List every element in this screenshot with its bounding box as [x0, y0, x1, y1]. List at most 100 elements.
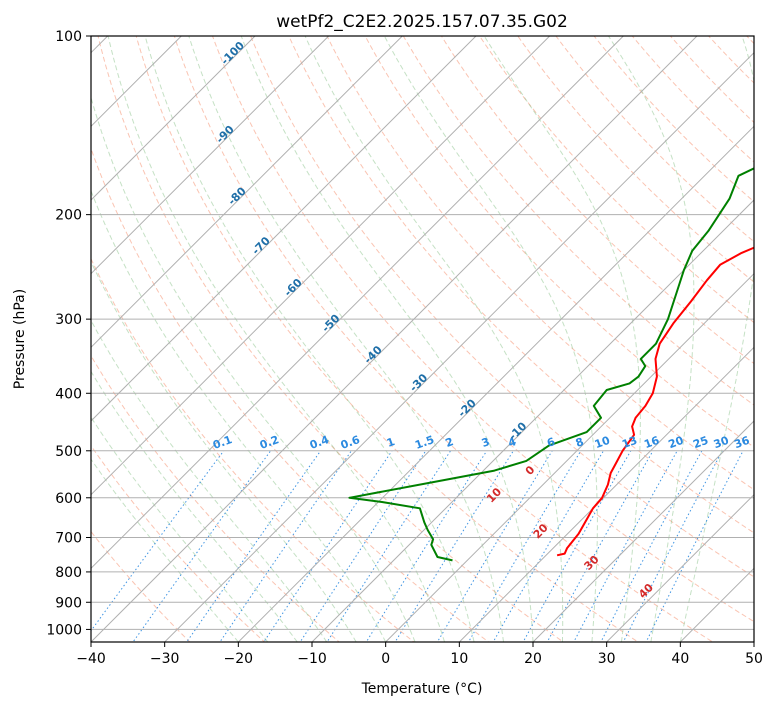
dry-adiabat	[97, 36, 565, 642]
dry-adiabat	[173, 36, 714, 642]
dry-adiabat	[669, 36, 754, 124]
mixing-ratio-label: 6	[545, 435, 557, 450]
isotherm-gridline	[753, 641, 754, 642]
moist-adiabat	[91, 260, 357, 642]
mixing-ratio-line	[600, 450, 703, 642]
mixing-ratio-line	[326, 450, 452, 642]
y-tick-label: 900	[55, 595, 82, 611]
y-tick-label: 100	[55, 29, 82, 45]
y-tick-label: 200	[55, 208, 82, 224]
isotherm-gridline	[91, 36, 551, 496]
chart-title: wetPf2_C2E2.2025.157.07.35.G02	[276, 12, 568, 32]
y-tick-label: 700	[55, 531, 82, 547]
moist-adiabat-label: -90	[214, 123, 237, 146]
dry-adiabat	[91, 444, 266, 642]
moist-adiabat-label: -70	[250, 234, 273, 257]
plot-frame	[90, 35, 755, 643]
isotherm-gridline	[606, 493, 754, 642]
dry-adiabat	[478, 36, 754, 324]
mixing-ratio-label: 8	[574, 435, 586, 450]
moist-adiabat	[188, 36, 504, 642]
dry-adiabat	[707, 36, 754, 84]
dry-adiabat	[402, 36, 754, 406]
moist-adiabat	[304, 36, 564, 642]
dry-adiabat	[593, 36, 754, 203]
isotherm-gridline	[91, 36, 698, 642]
isotherm-gridline	[91, 36, 477, 422]
moist-adiabat	[144, 36, 475, 642]
x-tick-label: 50	[745, 651, 763, 667]
dry-adiabat-label: 10	[484, 485, 504, 505]
moist-adiabat	[91, 189, 387, 642]
y-tick-label: 500	[55, 444, 82, 460]
isotherm-gridline	[385, 272, 754, 642]
mixing-ratio-label: 2	[444, 435, 456, 450]
x-tick-label: −10	[297, 651, 327, 667]
mixing-ratio-line	[467, 450, 582, 642]
mixing-ratio-line	[436, 450, 553, 642]
moist-adiabat	[91, 416, 269, 642]
mixing-ratio-line	[522, 450, 632, 642]
mixing-ratio-label: 1.5	[413, 433, 436, 452]
mixing-ratio-line	[186, 450, 322, 642]
dry-adiabat	[91, 354, 340, 642]
mixing-ratio-label: 20	[667, 434, 686, 452]
x-tick-label: 30	[598, 651, 616, 667]
isotherm-gridline	[458, 346, 754, 642]
mixing-ratio-label: 3	[480, 435, 492, 450]
series-layer	[348, 167, 754, 562]
dry-adiabat	[91, 257, 415, 642]
moist-adiabat	[91, 370, 298, 642]
mixing-ratio-label: 36	[732, 434, 751, 452]
dry-adiabat	[440, 36, 754, 365]
mixing-ratio-label: 30	[712, 434, 731, 452]
dry-adiabat-label: 40	[636, 581, 656, 601]
moist-adiabat	[107, 36, 446, 642]
isotherm-gridline	[532, 420, 754, 642]
dry-adiabat	[288, 36, 754, 534]
y-tick-label: 1000	[46, 622, 82, 638]
isotherm-gridline	[91, 36, 330, 275]
dry-adiabat	[517, 36, 754, 283]
x-tick-label: 20	[524, 651, 542, 667]
moist-adiabat-label: -60	[282, 276, 305, 299]
mixing-ratio-label: 16	[642, 434, 661, 452]
moist-adiabat	[91, 95, 416, 642]
axes: −40 −30 −20 −10 0 10 20 30 40 5010020030040050060…	[46, 29, 763, 667]
dewpoint-profile-line	[348, 167, 754, 562]
mixing-ratio-label: 0.2	[258, 433, 281, 452]
mixing-ratio-label: 0.4	[308, 433, 331, 452]
dry-adiabat-label: 20	[531, 521, 551, 541]
mixing-ratio-line	[263, 450, 393, 642]
dry-adiabat	[250, 36, 754, 578]
mixing-ratio-line	[91, 450, 225, 632]
moist-adiabat	[383, 36, 598, 642]
mixing-ratio-label: 0.1	[211, 433, 234, 452]
isotherm-gridline	[91, 36, 624, 570]
x-tick-label: 10	[450, 651, 468, 667]
moist-adiabat	[679, 36, 754, 642]
y-tick-label: 400	[55, 386, 82, 402]
isotherm-gridline	[311, 199, 754, 642]
moist-adiabat	[91, 319, 328, 642]
mixing-ratio-line	[492, 450, 604, 642]
moist-adiabat	[91, 458, 239, 642]
dry-adiabat	[211, 36, 754, 623]
moist-adiabat-label: -80	[226, 184, 249, 207]
temperature-profile-line	[556, 246, 754, 557]
dry-adiabat	[135, 36, 639, 642]
mixing-ratio-label: 13	[620, 434, 639, 451]
isotherm-gridline	[91, 36, 403, 349]
mixing-ratio-label: 0.6	[339, 433, 362, 452]
moist-adiabat	[608, 36, 695, 642]
isotherm-gridline	[91, 36, 256, 201]
dry-adiabat-label: 30	[582, 553, 602, 573]
isotherm-gridline	[237, 125, 754, 642]
mixing-ratio-line	[219, 450, 352, 642]
dry-adiabat	[326, 36, 754, 491]
y-tick-label: 300	[55, 312, 82, 328]
moist-adiabat-label: -30	[407, 371, 430, 394]
isotherm-gridline	[164, 51, 754, 642]
moist-adiabat-label: -100	[218, 39, 247, 68]
y-tick-label: 600	[55, 491, 82, 507]
